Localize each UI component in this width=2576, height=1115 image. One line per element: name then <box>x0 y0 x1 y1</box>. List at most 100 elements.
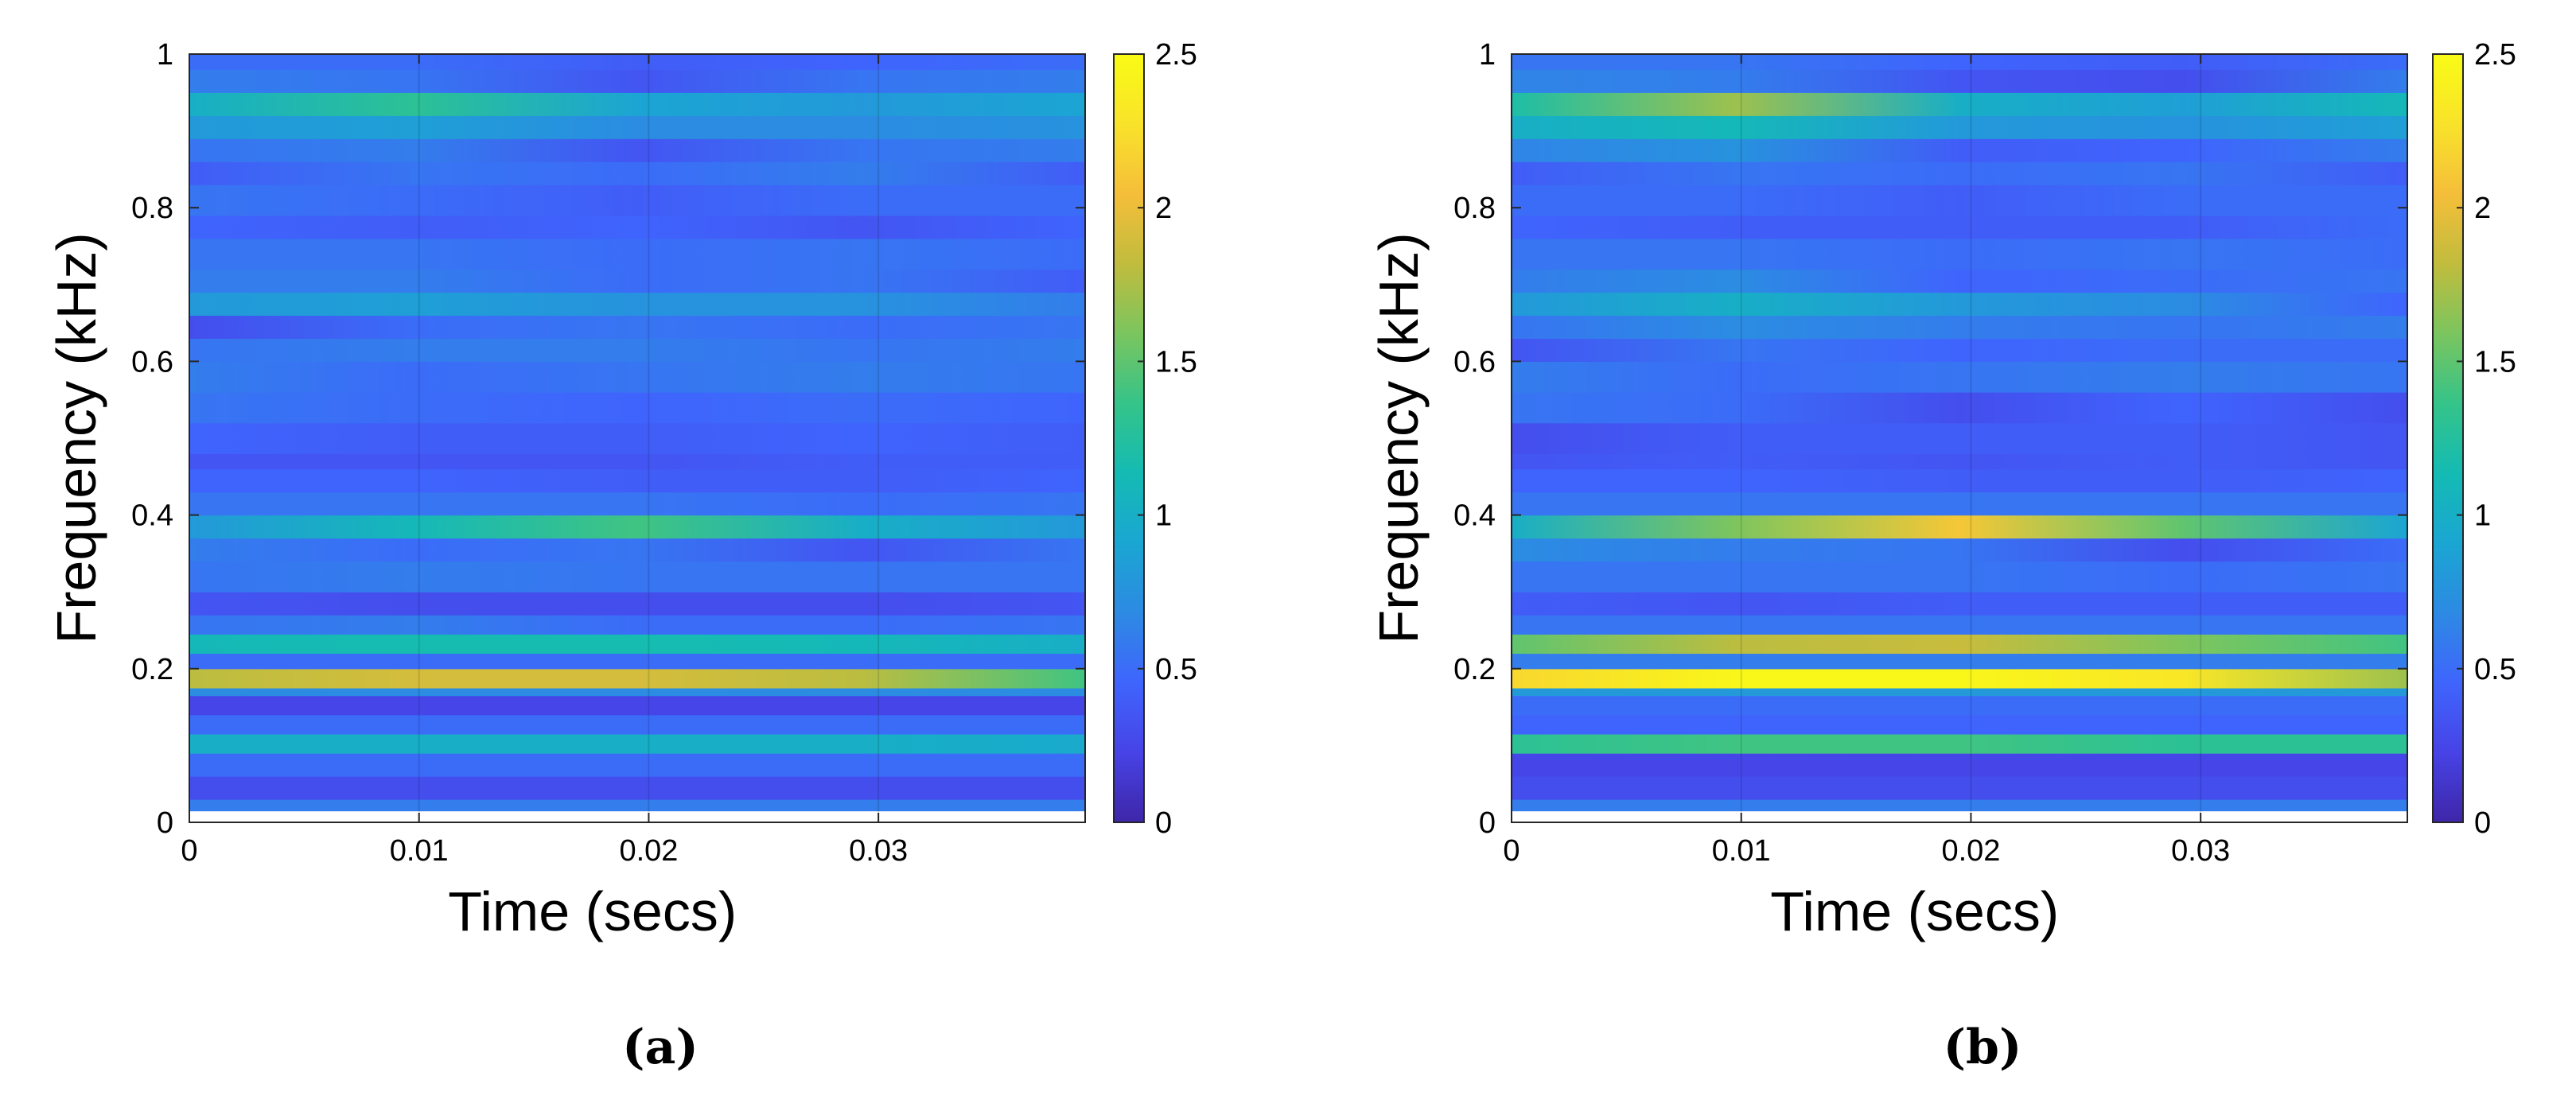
panel-a-heatmap-band <box>189 138 1085 162</box>
panel-b-axes-box <box>1511 53 2408 823</box>
panel-b-x-tick-label: 0.02 <box>1941 834 2000 868</box>
panel-b-heatmap-band <box>1512 799 2407 812</box>
panel-a-colorbar-tick-label: 2 <box>1155 192 1172 225</box>
panel-b-y-tick-label: 0 <box>1479 806 1496 840</box>
panel-b-heatmap-band <box>1512 776 2407 800</box>
panel-a-colorbar-tick-label: 1 <box>1155 499 1172 533</box>
panel-a-heatmap-band <box>189 753 1085 777</box>
panel-a-heatmap-band <box>189 687 1085 697</box>
panel-a-heatmap-band <box>189 561 1085 592</box>
panel-a-y-tick-label: 0.8 <box>131 192 173 225</box>
panel-b-y-tick-label: 1 <box>1479 38 1496 72</box>
panel-a-heatmap-band <box>189 634 1085 655</box>
panel-a-axes-box <box>189 53 1086 823</box>
panel-a-heatmap-band <box>189 653 1085 670</box>
panel-a-heatmap-band <box>189 799 1085 812</box>
panel-a-heatmap-band <box>189 292 1085 317</box>
panel-a-heatmap-band <box>189 491 1085 516</box>
panel-a-y-tick-label: 0.2 <box>131 653 173 686</box>
panel-a-colorbar-tick-label: 0.5 <box>1155 653 1197 686</box>
panel-a-heatmap-band <box>189 422 1085 454</box>
panel-b-x-axis-label: Time (secs) <box>1770 880 2059 942</box>
panel-b-colorbar-tick-label: 2.5 <box>2474 38 2516 72</box>
panel-a-y-tick-label: 1 <box>157 38 173 72</box>
panel-b-heatmap-band <box>1512 392 2407 424</box>
panel-b-x-tick-label: 0 <box>1503 834 1520 868</box>
panel-b-heatmap-band <box>1512 538 2407 562</box>
panel-b-heatmap-band <box>1512 695 2407 716</box>
panel-a-heatmap-band <box>189 361 1085 393</box>
panel-b-heatmap-band <box>1512 215 2407 239</box>
panel-a-x-axis-label: Time (secs) <box>448 880 737 942</box>
panel-b-y-tick-label: 0.8 <box>1453 192 1496 225</box>
panel-a-heatmap-band <box>189 538 1085 562</box>
panel-a-heatmap-band <box>189 115 1085 139</box>
panel-b-y-tick-label: 0.4 <box>1453 499 1496 533</box>
panel-b-colorbar-tick-label: 2 <box>2474 192 2491 225</box>
panel-b-colorbar-tick-label: 1 <box>2474 499 2491 533</box>
panel-a-y-tick-label: 0.4 <box>131 499 173 533</box>
panel-b-heatmap-band <box>1512 54 2407 70</box>
panel-a-y-axis-label: Frequency (kHz) <box>45 232 107 643</box>
panel-a-heatmap-band <box>189 161 1085 185</box>
panel-a-x-tick-label: 0 <box>181 834 197 868</box>
panel-a-heatmap-band <box>189 695 1085 716</box>
panel-b-heatmap-band <box>1512 515 2407 539</box>
panel-b-heatmap-band <box>1512 615 2407 635</box>
panel-b-x-tick-label: 0.01 <box>1712 834 1771 868</box>
panel-b-y-tick-label: 0.6 <box>1453 345 1496 379</box>
panel-a-heatmap-band <box>189 453 1085 470</box>
panel-b-heatmap-band <box>1512 491 2407 516</box>
panel-b-heatmap-band <box>1512 138 2407 162</box>
panel-b-heatmap-band <box>1512 315 2407 340</box>
panel-a-heatmap-band <box>189 592 1085 616</box>
panel-a-colorbar-tick-label: 2.5 <box>1155 38 1197 72</box>
panel-label-a: (a) <box>622 1020 698 1075</box>
panel-b-heatmap-band <box>1512 238 2407 270</box>
panel-a-heatmap-band <box>189 238 1085 270</box>
panel-b-y-tick-label: 0.2 <box>1453 653 1496 686</box>
panel-b-y-axis-label: Frequency (kHz) <box>1368 232 1430 643</box>
panel-a-heatmap-band <box>189 315 1085 340</box>
panel-b-heatmap-band <box>1512 269 2407 293</box>
panel-b-heatmap-band <box>1512 668 2407 689</box>
panel-a-heatmap-band <box>189 338 1085 362</box>
panel-b-colorbar <box>2432 53 2464 823</box>
panel-b-heatmap-band <box>1512 714 2407 735</box>
panel-b-heatmap-band <box>1512 161 2407 185</box>
panel-b-heatmap-band <box>1512 115 2407 139</box>
panel-b-heatmap-band <box>1512 468 2407 493</box>
panel-a-heatmap-band <box>189 515 1085 539</box>
panel-b-colorbar-tick-label: 0.5 <box>2474 653 2516 686</box>
panel-a-heatmap-band <box>189 215 1085 239</box>
panel-b-colorbar-tick-label: 1.5 <box>2474 345 2516 379</box>
panel-b-heatmap-band <box>1512 422 2407 454</box>
panel-b-heatmap-band <box>1512 361 2407 393</box>
panel-a-heatmap-band <box>189 733 1085 754</box>
panel-b-heatmap-band <box>1512 561 2407 592</box>
panel-a-heatmap-band <box>189 185 1085 216</box>
panel-a-heatmap-band <box>189 69 1085 93</box>
panel-b-heatmap-band <box>1512 687 2407 697</box>
panel-label-b: (b) <box>1943 1020 2022 1075</box>
panel-a-colorbar-tick-label: 0 <box>1155 806 1172 840</box>
panel-a-heatmap-band <box>189 92 1085 116</box>
panel-a-x-tick-label: 0.03 <box>849 834 908 868</box>
panel-a-heatmap-band <box>189 269 1085 293</box>
panel-a-x-tick-label: 0.01 <box>390 834 449 868</box>
panel-a-y-tick-label: 0.6 <box>131 345 173 379</box>
panel-a-heatmap-band <box>189 392 1085 424</box>
panel-b-heatmap-band <box>1512 653 2407 670</box>
panel-b-heatmap-band <box>1512 453 2407 470</box>
panel-a-heatmap-band <box>189 776 1085 800</box>
panel-b-heatmap-band <box>1512 733 2407 754</box>
panel-b-heatmap-band <box>1512 292 2407 317</box>
panel-b-heatmap-band <box>1512 185 2407 216</box>
panel-a-heatmap-band <box>189 714 1085 735</box>
panel-b-chart: 0 0.01 0.02 0.03 0 0.2 0.4 0.6 0.8 1 Time (secs) Fr… <box>1368 38 2516 942</box>
panel-b-heatmap-band <box>1512 69 2407 93</box>
panel-b-heatmap-band <box>1512 338 2407 362</box>
panel-b-heatmap-band <box>1512 592 2407 616</box>
panel-a-heatmap-band <box>189 615 1085 635</box>
